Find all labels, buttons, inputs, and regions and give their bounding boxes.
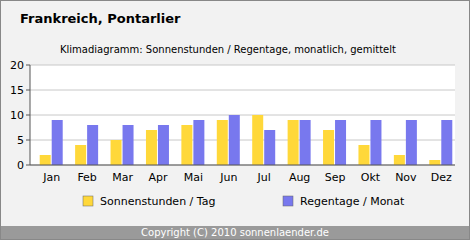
bar	[111, 140, 122, 165]
bar	[75, 145, 86, 165]
x-tick-label: Jul	[257, 171, 271, 184]
title: Frankreich, Pontarlier	[20, 11, 181, 26]
bar	[288, 120, 299, 165]
legend-swatch	[283, 196, 293, 206]
footer-bar	[1, 226, 469, 239]
bars	[40, 115, 453, 165]
plot-area	[30, 65, 455, 165]
bar	[87, 125, 98, 165]
x-tick-label: Dez	[431, 171, 452, 184]
grid-line	[30, 165, 455, 166]
bar	[323, 130, 334, 165]
x-tick-label: Feb	[77, 171, 96, 184]
bar	[217, 120, 228, 165]
y-tick	[26, 165, 30, 166]
chart: Frankreich, Pontarlier Klimadiagramm: Son…	[0, 0, 470, 240]
bar	[370, 120, 381, 165]
grid-line	[30, 90, 455, 91]
y-tick-label: 20	[10, 59, 24, 72]
y-tick	[26, 90, 30, 91]
legend-label: Regentage / Monat	[300, 195, 405, 208]
legend-label: Sonnenstunden / Tag	[100, 195, 215, 208]
y-tick	[26, 115, 30, 116]
x-tick-label: Mar	[112, 171, 133, 184]
bar	[40, 155, 51, 165]
x-axis	[30, 165, 455, 166]
bar	[429, 160, 440, 165]
x-tick-label: Jun	[219, 171, 237, 184]
bar	[52, 120, 63, 165]
bar	[441, 120, 452, 165]
y-tick-label: 15	[10, 84, 24, 97]
legend-swatch	[83, 196, 93, 206]
x-tick-label: Jan	[42, 171, 60, 184]
bar	[335, 120, 346, 165]
y-axis	[30, 65, 31, 165]
bar	[264, 130, 275, 165]
y-tick	[26, 65, 30, 66]
x-tick-label: Apr	[148, 171, 168, 184]
y-tick	[26, 140, 30, 141]
x-tick-label: Nov	[395, 171, 417, 184]
bar	[358, 145, 369, 165]
x-tick-label: Okt	[361, 171, 381, 184]
bar	[394, 155, 405, 165]
grid-line	[30, 65, 455, 66]
bar	[252, 115, 263, 165]
footer-text: Copyright (C) 2010 sonnenlaender.de	[141, 227, 329, 238]
bar	[123, 125, 134, 165]
y-tick-label: 0	[17, 159, 24, 172]
grid-line	[30, 115, 455, 116]
y-tick-label: 5	[17, 134, 24, 147]
bar	[158, 125, 169, 165]
background	[1, 1, 470, 240]
bar	[300, 120, 311, 165]
bar	[406, 120, 417, 165]
y-tick-label: 10	[10, 109, 24, 122]
bar	[181, 125, 192, 165]
subtitle: Klimadiagramm: Sonnenstunden / Regentage…	[60, 44, 396, 55]
bar	[229, 115, 240, 165]
bar	[146, 130, 157, 165]
x-tick-label: Sep	[325, 171, 346, 184]
x-tick-label: Mai	[184, 171, 203, 184]
bar	[193, 120, 204, 165]
x-tick-label: Aug	[289, 171, 310, 184]
